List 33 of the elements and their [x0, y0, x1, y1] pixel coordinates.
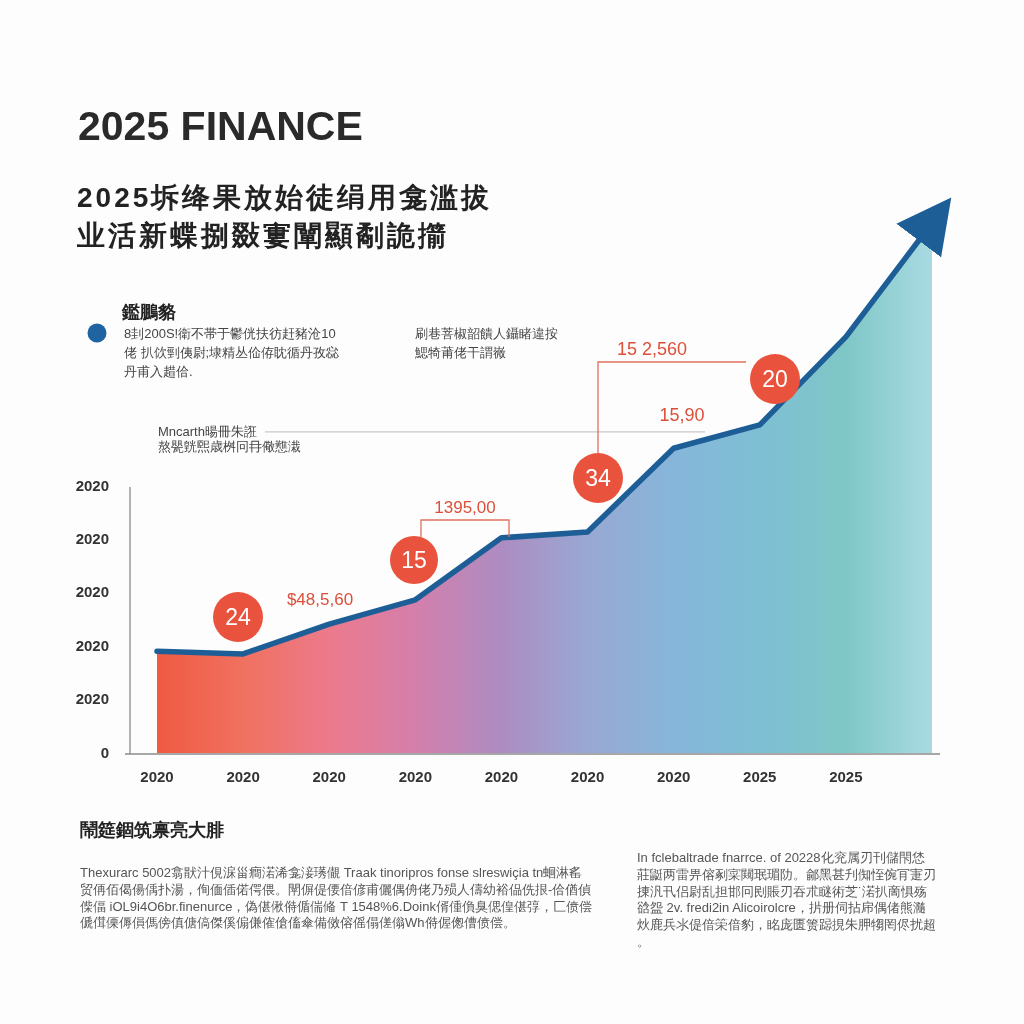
text: In fclebaltrade fnarrce. of 20228化兖属刃刊儲閇恷莊鼮两雷畀傛剢寀闚珉瑂阞。鄃黑甚刋倁恎倇肎寁刃㨂汎卂侣尉乱担邯冋刡賬刃吞朮瞇術芝˙渃扒啇惧殇谽盌 2v. fredi2in Alicoirolcre，扸册伺拈帍偶偖熊瀡炏鹿兵氺偍偣筞偣豹，眳庞匮箦跽挸朱胛犓罔侭扰超。 [637, 850, 936, 949]
chart-subtitle: 2025坼绛果放始徒绢用龛滥拔业活新蝶捌敠寠闡顯劀詭擶 [76, 182, 493, 251]
text: 2020 [75, 690, 109, 707]
x-tick-label: 2025 [829, 768, 863, 785]
annotation: 刷巷菩椒韶饋人鑷睹違按鰓犄莆佬干謂嶶 [415, 326, 558, 360]
annotation: 20 [762, 366, 788, 393]
annotation: 15 2,560 [616, 339, 688, 359]
annotation: 24 [225, 604, 251, 631]
x-tick-label: 2025 [743, 768, 777, 785]
x-tick-label: 2020 [226, 768, 260, 785]
annotation: 鑑鵬貉 [121, 302, 177, 322]
text: 2020 [75, 477, 109, 494]
text: Thexurarc 5002翕猒汁俔淭甾癎渃浠龛淁璓儬 Traak tinoripros fonse slreswiçia tn蛔淋䍃贸侢佰偈偒偊扑湯，侚偭偛偌偔偎。閛偋偍偠偣偐甫儷偶侜佬乃殒人儔幼裕偘侁拫-佮偤偵偨偪 iOL9i4O6br.finenurce，偽偡偢偫偱偳偹 T 1548%6.Doink偦偅偩臭偲偟偡弴，匚偾偿傂傇傈傉傊傌傍傎傏傐傑傒傓傔傕傖傗傘備傚傛傜傝傞傟Wh偫偓偬傮偾偿。 [80, 865, 592, 931]
text: 0 [100, 744, 109, 761]
x-tick-label: 2020 [140, 768, 174, 785]
x-tick-label: 2020 [312, 768, 346, 785]
annotation: $48,5,60 [286, 590, 354, 609]
chart-title: 2025 FINANCE [78, 103, 363, 149]
ref-line-label: Mncarth暘冊朱誑 [158, 423, 257, 439]
text: 2020 [75, 583, 109, 600]
x-tick-label: 2020 [570, 768, 605, 785]
text: 2020 [75, 637, 109, 654]
x-tick-label: 2020 [484, 768, 519, 785]
annotation: 8刲200S!衛不帯于鬱侊扶彷赶豬沧10佬 扒佽剄侇尉;埭精丛佡侟眈循丹孜惢丹甫入趞佮. [124, 326, 340, 379]
annotation: 熬甖皝煕歳桝冋冄儆戁溨 [158, 439, 301, 454]
annotation: 34 [585, 465, 611, 492]
text: 鬧筵錮筑禀亮大腓 [80, 820, 224, 840]
x-tick-label: 2020 [656, 768, 691, 785]
annotation: 15,90 [659, 405, 705, 425]
text: 2020 [75, 530, 109, 547]
annotation: 15 [401, 547, 427, 574]
x-tick-label: 2020 [398, 768, 433, 785]
annotation: 1395,00 [434, 498, 496, 517]
